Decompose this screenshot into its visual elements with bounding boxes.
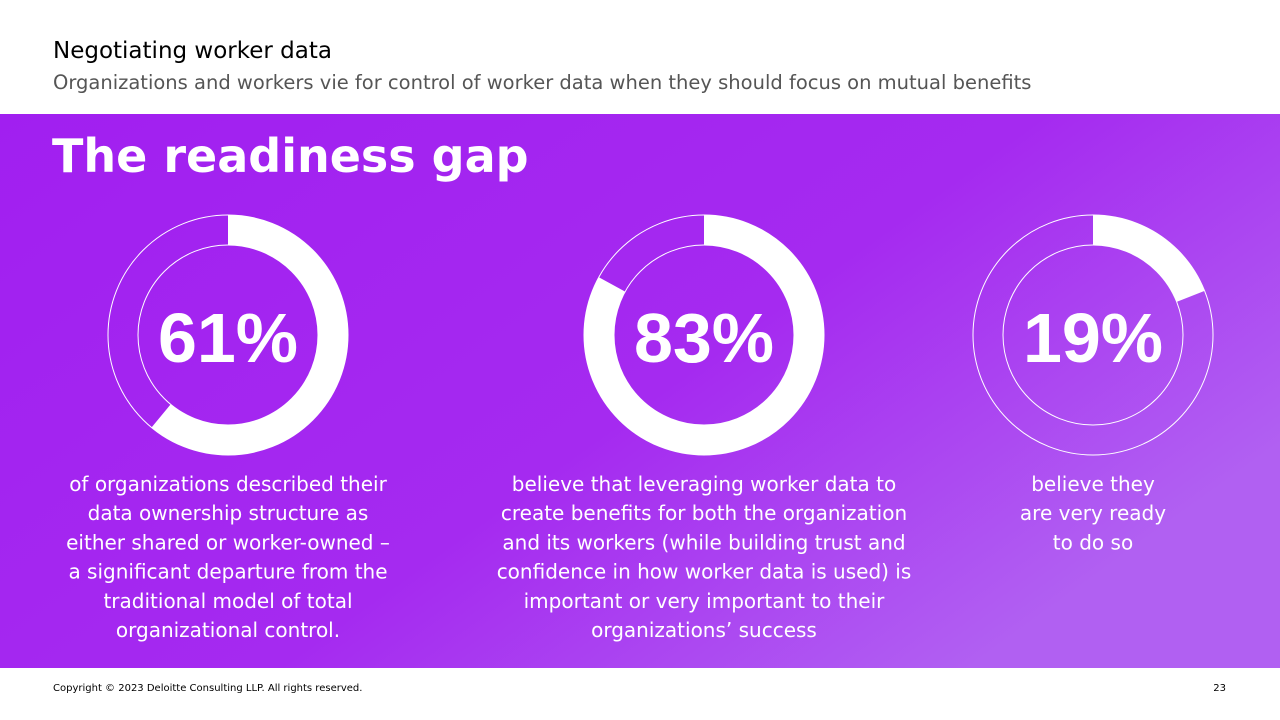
stat-description: either shared or worker-owned – <box>66 530 390 554</box>
copyright: Copyright © 2023 Deloitte Consulting LLP… <box>53 683 362 694</box>
stat-description: organizational control. <box>116 618 340 642</box>
header-title: Negotiating worker data <box>53 38 332 64</box>
heading: The readiness gap <box>52 129 529 183</box>
stat-value: 19% <box>1023 299 1163 377</box>
stat-description: create benefits for both the organizatio… <box>501 501 907 525</box>
stat-description: to do so <box>1053 530 1133 554</box>
stat-description: believe they <box>1031 472 1155 496</box>
stat-description: of organizations described their <box>69 472 387 496</box>
stat-value: 83% <box>634 299 774 377</box>
stat-value: 61% <box>158 299 298 377</box>
stat-description: a significant departure from the <box>68 560 387 584</box>
donut-arc <box>584 215 824 455</box>
stat-description: important or very important to their <box>524 589 886 613</box>
donut-arc <box>1092 215 1205 303</box>
stat-description: are very ready <box>1020 501 1166 525</box>
stat-description: believe that leveraging worker data to <box>512 472 896 496</box>
band <box>0 114 1280 668</box>
stat-description: organizations’ success <box>591 618 817 642</box>
stat-description: and its workers (while building trust an… <box>502 530 905 554</box>
stat-description: confidence in how worker data is used) i… <box>497 560 912 584</box>
header-subtitle: Organizations and workers vie for contro… <box>53 71 1031 94</box>
page-number: 23 <box>1213 683 1226 694</box>
stat-description: data ownership structure as <box>88 501 369 525</box>
donut-arc <box>151 215 348 455</box>
stat-description: traditional model of total <box>103 589 352 613</box>
